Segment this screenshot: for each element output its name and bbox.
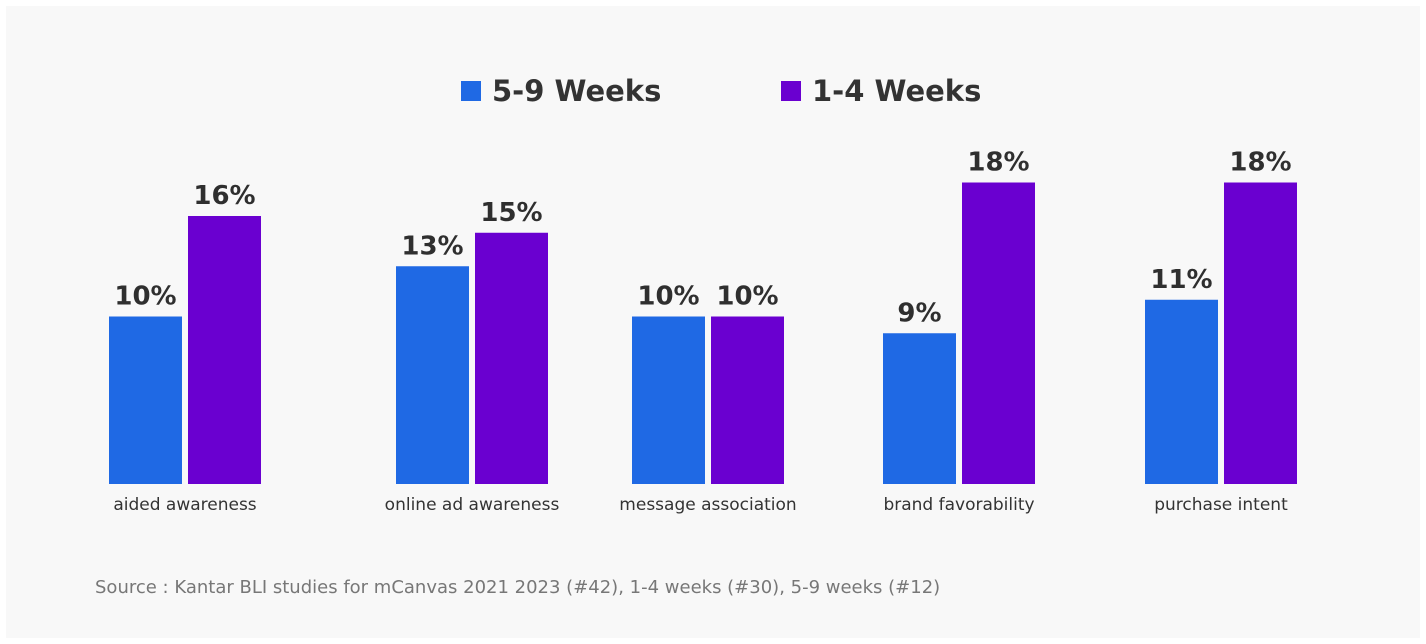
legend: 5-9 Weeks 1-4 Weeks — [461, 74, 981, 108]
legend-label: 1-4 Weeks — [812, 74, 981, 108]
bar-series-b-1 — [188, 216, 261, 484]
value-label: 16% — [193, 181, 255, 211]
bar-series-a-2 — [396, 266, 469, 484]
bar-series-a-4 — [883, 333, 956, 484]
bar-chart: 5-9 Weeks 1-4 Weeks 10%16%13%15%10% 10%9%1… — [109, 74, 1297, 515]
value-label: 13% — [401, 231, 463, 261]
value-label: 18% — [1229, 148, 1291, 178]
value-label: 11% — [1150, 265, 1212, 295]
bar-series-a-1 — [109, 316, 182, 484]
bar-series-b-5 — [1224, 182, 1297, 484]
category-label: aided awareness — [113, 495, 256, 515]
category-label: message association — [619, 495, 796, 515]
value-label: 18% — [967, 148, 1029, 178]
bar-series-b-2 — [475, 232, 548, 484]
source-note: Source : Kantar BLI studies for mCanvas … — [95, 577, 941, 598]
value-label: 9% — [897, 298, 941, 328]
value-label: 15% — [480, 198, 542, 228]
category-labels-group: aided awareness online ad awareness messag… — [113, 495, 1288, 515]
value-label: 10% — [637, 282, 699, 312]
category-label: purchase intent — [1154, 495, 1288, 515]
legend-swatch — [461, 81, 481, 101]
value-label: 10% — [114, 282, 176, 312]
bar-series-b-3 — [711, 316, 784, 484]
bar-series-a-5 — [1145, 299, 1218, 484]
legend-swatch — [781, 81, 801, 101]
bars-group — [109, 182, 1297, 484]
category-label: brand favorability — [883, 495, 1034, 515]
legend-label: 5-9 Weeks — [492, 74, 661, 108]
bar-series-a-3 — [632, 316, 705, 484]
category-label: online ad awareness — [385, 495, 560, 515]
value-label: 10% — [716, 282, 778, 312]
bar-series-b-4 — [962, 182, 1035, 484]
value-labels-group: 10% 16% 13% 15% 10% 10% 9% 18% 11% 18% — [114, 148, 1291, 329]
